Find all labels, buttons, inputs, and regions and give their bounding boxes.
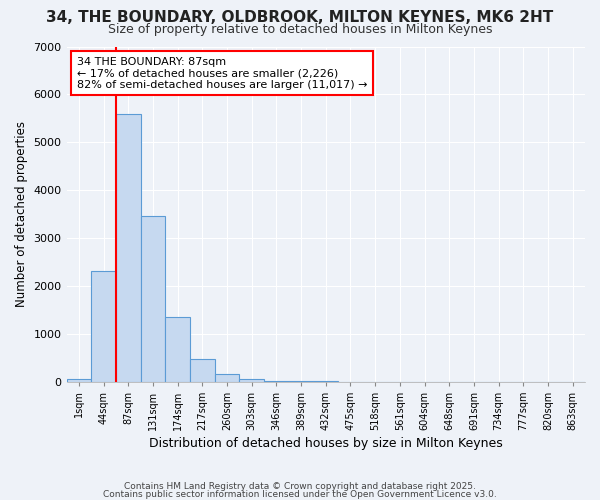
Bar xyxy=(91,272,116,382)
Bar xyxy=(239,378,264,382)
Text: Size of property relative to detached houses in Milton Keynes: Size of property relative to detached ho… xyxy=(108,22,492,36)
X-axis label: Distribution of detached houses by size in Milton Keynes: Distribution of detached houses by size … xyxy=(149,437,503,450)
Bar xyxy=(165,317,190,382)
Y-axis label: Number of detached properties: Number of detached properties xyxy=(15,121,28,307)
Bar xyxy=(215,374,239,382)
Bar xyxy=(67,379,91,382)
Text: 34, THE BOUNDARY, OLDBROOK, MILTON KEYNES, MK6 2HT: 34, THE BOUNDARY, OLDBROOK, MILTON KEYNE… xyxy=(46,10,554,25)
Bar xyxy=(140,216,165,382)
Bar xyxy=(116,114,140,382)
Bar xyxy=(264,380,289,382)
Bar xyxy=(190,359,215,382)
Text: Contains public sector information licensed under the Open Government Licence v3: Contains public sector information licen… xyxy=(103,490,497,499)
Text: 34 THE BOUNDARY: 87sqm
← 17% of detached houses are smaller (2,226)
82% of semi-: 34 THE BOUNDARY: 87sqm ← 17% of detached… xyxy=(77,56,367,90)
Text: Contains HM Land Registry data © Crown copyright and database right 2025.: Contains HM Land Registry data © Crown c… xyxy=(124,482,476,491)
